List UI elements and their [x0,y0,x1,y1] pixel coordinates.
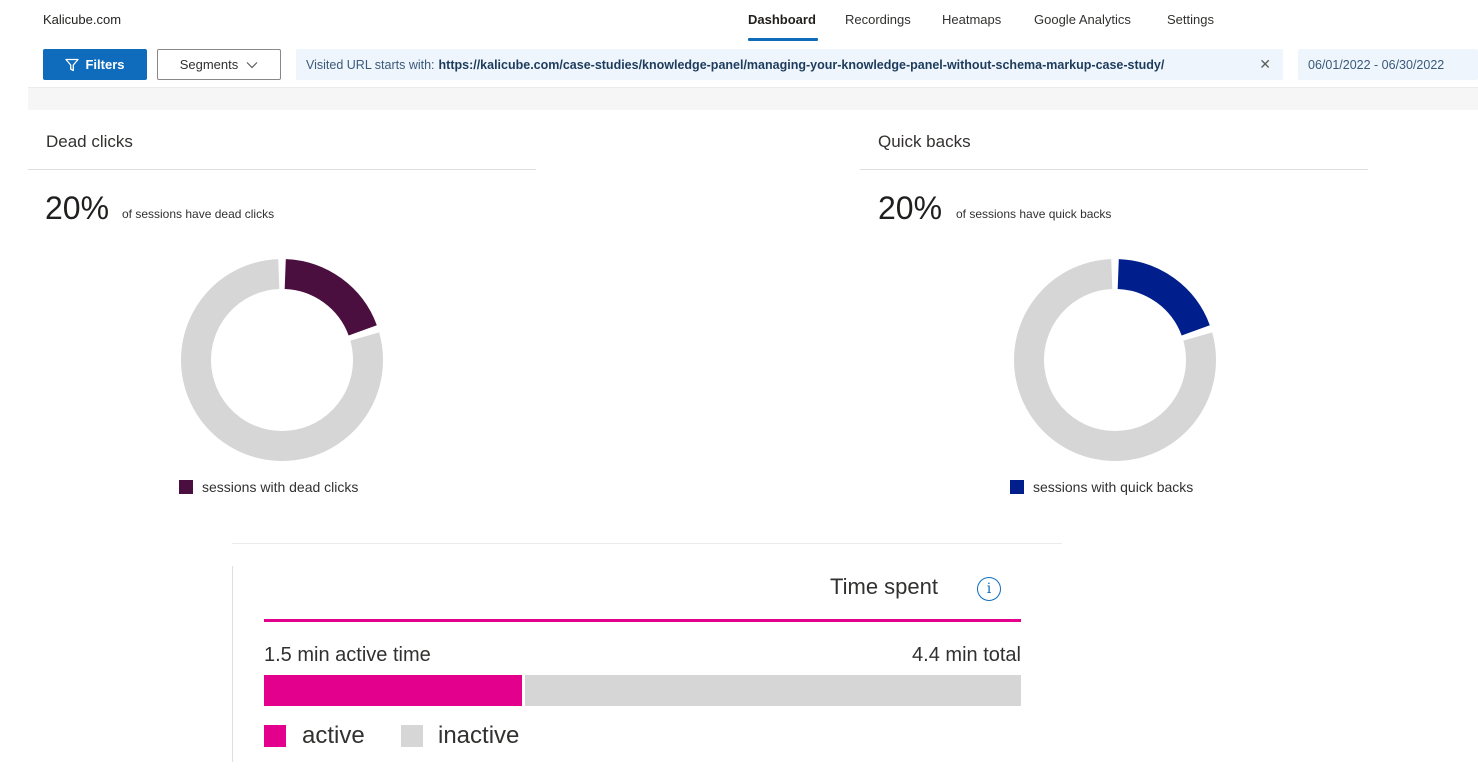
dead-clicks-percent: 20% [45,190,110,226]
time-spent-accent-rule [264,619,1021,622]
quick-backs-legend-swatch [1010,480,1024,494]
quick-backs-donut-chart [1014,259,1216,461]
inactive-legend-label: inactive [438,722,520,749]
segments-label: Segments [179,57,239,72]
quick-backs-percent: 20% [878,190,943,226]
dead-clicks-title: Dead clicks [46,132,133,151]
date-range-value: 06/01/2022 - 06/30/2022 [1308,57,1445,72]
total-time-label: 4.4 min total [912,644,1021,666]
active-tab-indicator [748,38,818,41]
close-icon[interactable]: ✕ [1259,56,1271,72]
dead-clicks-legend-swatch [179,480,193,494]
inactive-legend-swatch [401,725,423,747]
segments-dropdown[interactable]: Segments [157,49,281,80]
quick-backs-legend-label: sessions with quick backs [1033,479,1194,495]
dead-clicks-caption: of sessions have dead clicks [122,207,275,221]
time-spent-title: Time spent [830,574,939,599]
toolbar-divider-band [28,87,1478,110]
filters-label: Filters [85,57,125,72]
url-filter-value: https://kalicube.com/case-studies/knowle… [438,57,1165,72]
quick-backs-title: Quick backs [878,132,971,151]
quick-backs-caption: of sessions have quick backs [956,207,1112,221]
active-time-label: 1.5 min active time [264,644,431,666]
info-icon[interactable]: i [977,577,1001,601]
tab-heatmaps[interactable]: Heatmaps [942,12,1002,27]
tab-google-analytics[interactable]: Google Analytics [1034,12,1131,27]
dead-clicks-legend-label: sessions with dead clicks [202,479,359,495]
filter-icon [65,58,80,71]
tab-dashboard[interactable]: Dashboard [748,12,816,27]
quick-backs-remainder-slice [1014,259,1216,461]
quick-backs-divider [860,169,1368,170]
dead-clicks-remainder-slice [181,259,383,461]
url-filter-chip[interactable]: Visited URL starts with: https://kalicub… [296,49,1283,80]
site-name: Kalicube.com [43,12,122,27]
date-range-picker[interactable]: 06/01/2022 - 06/30/2022 [1298,49,1478,80]
filters-button[interactable]: Filters [43,49,147,80]
time-spent-bar [264,675,1021,706]
quick-backs-slice [1117,259,1210,337]
time-spent-left-divider [232,566,233,762]
dead-clicks-divider [28,169,536,170]
active-legend-label: active [302,722,365,749]
dead-clicks-donut-chart [181,259,383,461]
tab-settings[interactable]: Settings [1167,12,1214,27]
dead-clicks-slice [284,259,377,337]
tab-recordings[interactable]: Recordings [845,12,911,27]
time-spent-top-divider [232,543,1062,544]
url-filter-prefix: Visited URL starts with: [306,57,435,72]
time-spent-bar-active [264,675,522,706]
time-spent-bar-inactive [525,675,1021,706]
chevron-down-icon [246,61,258,68]
active-legend-swatch [264,725,286,747]
